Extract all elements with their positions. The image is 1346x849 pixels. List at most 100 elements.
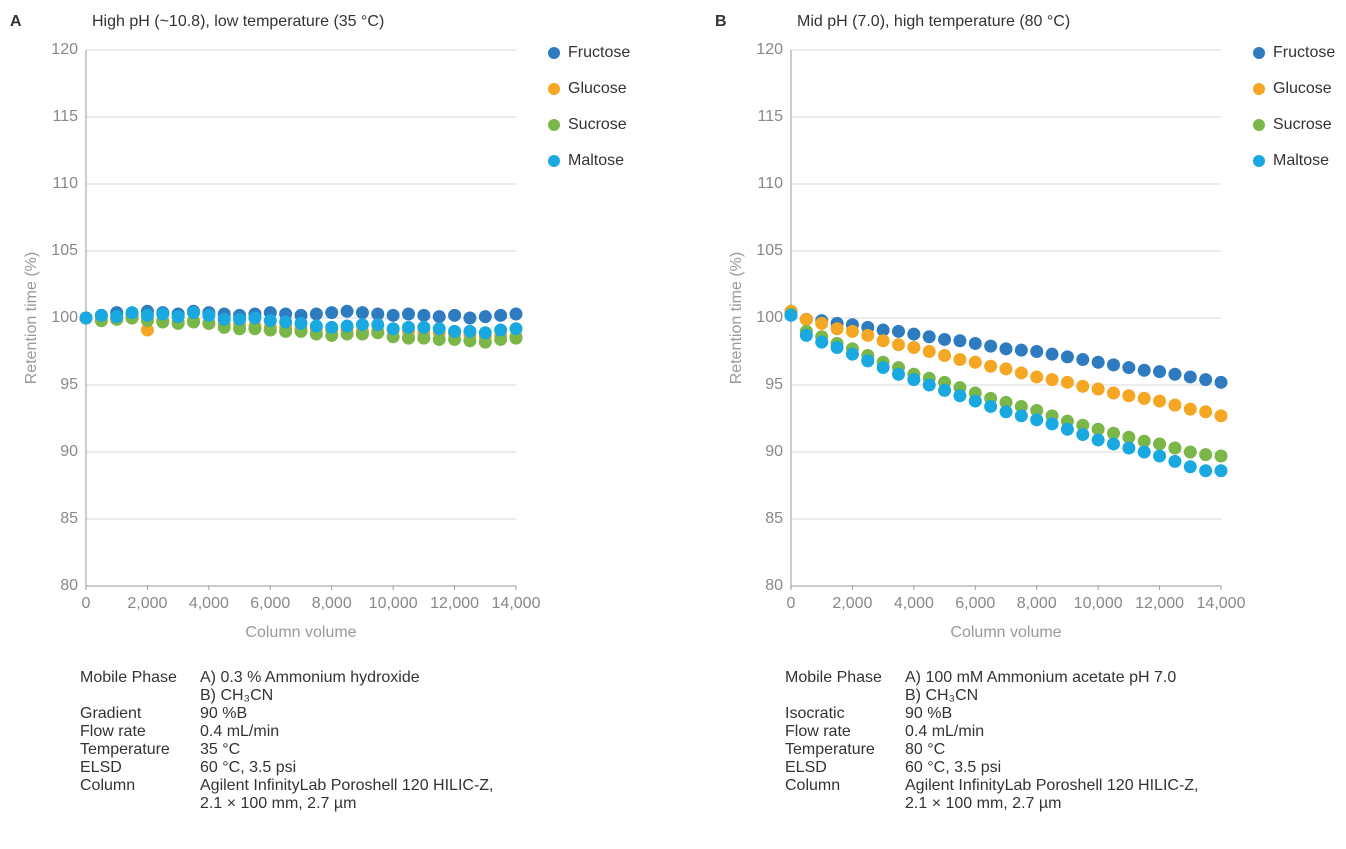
x-tick-label: 10,000 [1074, 595, 1123, 612]
data-point [1214, 449, 1228, 463]
legend-label: Sucrose [1273, 116, 1332, 133]
condition-label: Temperature [80, 741, 170, 758]
legend-swatch [1253, 119, 1265, 131]
data-point [509, 307, 523, 321]
data-point [938, 332, 952, 346]
data-point [478, 326, 492, 340]
data-point [953, 334, 967, 348]
data-point [845, 324, 859, 338]
panel: B Mid pH (7.0), high temperature (80 °C) 8… [715, 13, 1335, 812]
data-point [907, 373, 921, 387]
y-tick-label: 110 [757, 175, 783, 192]
data-point [279, 324, 293, 338]
y-tick-label: 90 [765, 443, 783, 460]
data-point [999, 405, 1013, 419]
data-point [478, 335, 492, 349]
x-tick-label: 0 [787, 595, 796, 612]
data-point [386, 308, 400, 322]
data-point [922, 345, 936, 358]
data-point [876, 361, 890, 375]
data-point [1214, 409, 1228, 423]
y-tick-label: 105 [51, 242, 78, 259]
data-point [1014, 399, 1028, 413]
data-point [371, 318, 385, 332]
data-point [217, 312, 231, 326]
data-point [784, 308, 798, 322]
condition-value: Agilent InfinityLab Poroshell 120 HILIC-… [905, 777, 1198, 794]
data-point [1199, 373, 1213, 387]
x-tick-label: 6,000 [955, 595, 995, 612]
y-tick-label: 105 [756, 242, 783, 259]
data-point [1091, 422, 1105, 436]
condition-label: Flow rate [80, 723, 146, 740]
data-point [1107, 437, 1120, 451]
data-point [1060, 350, 1074, 364]
data-point [1122, 361, 1136, 375]
data-point [830, 322, 844, 336]
y-tick-label: 100 [51, 309, 78, 326]
data-point [1014, 366, 1028, 380]
chart-title: High pH (~10.8), low temperature (35 °C) [92, 13, 384, 30]
data-point [463, 324, 477, 338]
condition-value: 60 °C, 3.5 psi [200, 759, 296, 776]
data-point [1153, 394, 1167, 408]
x-tick-label: 4,000 [189, 595, 229, 612]
condition-value: 0.4 mL/min [905, 723, 984, 740]
condition-label: Column [785, 777, 840, 794]
data-point [1199, 405, 1213, 419]
data-point [294, 316, 308, 330]
condition-label: ELSD [785, 759, 827, 776]
data-point [417, 320, 431, 334]
data-point [984, 399, 998, 413]
data-point [494, 308, 508, 322]
data-point [1153, 449, 1167, 463]
x-tick-label: 8,000 [312, 595, 352, 612]
data-point [1076, 379, 1090, 393]
data-point [1030, 370, 1044, 384]
legend-swatch [548, 155, 560, 167]
data-point [325, 306, 339, 320]
condition-label: Column [80, 777, 135, 794]
data-point [938, 383, 952, 397]
y-tick-label: 80 [60, 577, 78, 594]
data-point [94, 308, 108, 322]
data-point [79, 311, 93, 325]
data-point [263, 323, 277, 337]
data-point [1137, 445, 1151, 459]
legend-swatch [548, 83, 560, 95]
data-point [125, 306, 139, 320]
data-point [922, 330, 936, 344]
data-point [861, 328, 875, 342]
data-point [876, 334, 890, 348]
data-point [140, 308, 154, 322]
data-point [248, 322, 262, 336]
data-point [1199, 464, 1213, 478]
data-point [999, 362, 1013, 376]
data-point [968, 336, 982, 350]
data-point [1183, 445, 1197, 459]
data-point [448, 324, 462, 338]
x-tick-label: 2,000 [832, 595, 872, 612]
data-point [1076, 428, 1090, 442]
data-point [922, 378, 936, 392]
legend-label: Glucose [1273, 80, 1332, 97]
legend-label: Fructose [1273, 44, 1335, 61]
data-point [110, 310, 124, 324]
data-point [417, 308, 431, 322]
data-point [494, 323, 508, 337]
data-point [953, 353, 967, 367]
condition-label: Mobile Phase [785, 669, 882, 686]
data-point [815, 316, 829, 330]
data-point [830, 340, 844, 354]
data-point [1122, 430, 1136, 444]
x-tick-label: 14,000 [492, 595, 541, 612]
data-point [1107, 426, 1120, 440]
x-tick-label: 10,000 [369, 595, 418, 612]
data-point [355, 306, 369, 320]
data-point [1183, 370, 1197, 384]
data-point [953, 389, 967, 403]
data-point [309, 307, 323, 321]
data-point [1199, 448, 1213, 462]
condition-value: 0.4 mL/min [200, 723, 279, 740]
data-point [432, 332, 446, 346]
